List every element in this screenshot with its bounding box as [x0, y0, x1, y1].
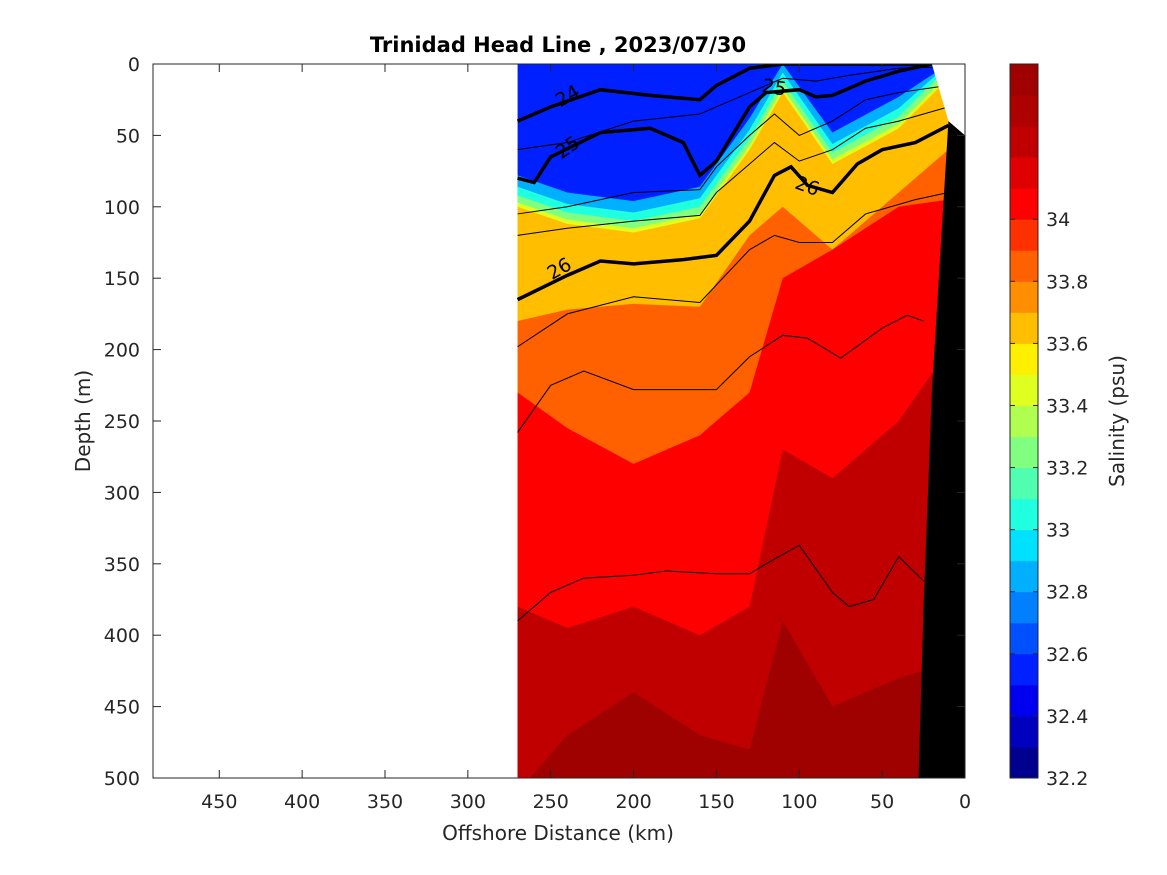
density-contour-thin: [517, 106, 949, 236]
colorbar-swatch: [1010, 467, 1038, 500]
density-contour-thin: [517, 544, 924, 622]
colorbar-swatch: [1010, 684, 1038, 717]
colorbar-swatch: [1010, 281, 1038, 313]
colorbar-swatch: [1010, 374, 1038, 406]
y-tick-label: 50: [116, 125, 140, 147]
colorbar-tick-label: 33.6: [1046, 333, 1088, 355]
coast-gap: [931, 64, 965, 136]
contour-label-25: 25: [760, 75, 788, 101]
colorbar-swatch: [1010, 64, 1038, 96]
x-tick-label: 350: [367, 791, 403, 813]
colorbar-swatch: [1010, 746, 1038, 779]
chart-title: Trinidad Head Line , 2023/07/30: [370, 33, 746, 57]
density-contour-24: [516, 64, 932, 123]
x-axis-label: Offshore Distance (km): [442, 821, 674, 845]
colorbar-tick-label: 32.2: [1046, 768, 1088, 790]
colorbar-swatch: [1010, 312, 1038, 344]
colorbar-swatch: [1010, 157, 1038, 189]
colorbar-label: Salinity (psu): [1105, 355, 1129, 487]
y-axis-ticks: 0 50 100 150 200 250 300 350 400 450 500: [104, 54, 965, 790]
colorbar-swatch: [1010, 622, 1038, 655]
colorbar-tick-label: 33.8: [1046, 271, 1088, 293]
colorbar-tick-label: 32.6: [1046, 644, 1088, 666]
colorbar-tick-label: 32.4: [1046, 706, 1088, 728]
x-tick-label: 50: [870, 791, 894, 813]
y-tick-label: 0: [128, 54, 140, 76]
colorbar-swatch: [1010, 343, 1038, 375]
colorbar-swatch: [1010, 436, 1038, 469]
y-tick-label: 200: [104, 340, 140, 362]
x-tick-label: 200: [615, 791, 651, 813]
x-tick-label: 400: [284, 791, 320, 813]
colorbar-tick-label: 33.4: [1046, 395, 1088, 417]
colorbar-swatch: [1010, 250, 1038, 282]
colorbar-swatch: [1010, 560, 1038, 593]
density-thin-contours: [517, 66, 949, 622]
x-tick-label: 250: [533, 791, 569, 813]
salinity-band-34.1: [517, 349, 965, 778]
colorbar-swatch: [1010, 653, 1038, 686]
colorbar-swatch: [1010, 219, 1038, 251]
salinity-band-34.2: [517, 620, 965, 778]
y-tick-label: 500: [104, 768, 140, 790]
colorbar: 32.2 32.4 32.6 32.8 33 33.2 33.4 33.6 33.8 34: [1009, 63, 1088, 790]
colorbar-swatch: [1010, 591, 1038, 624]
density-contour-thin: [517, 84, 949, 215]
density-contour-26: [516, 123, 950, 302]
seafloor-mask: [918, 64, 965, 778]
colorbar-swatches: [1010, 64, 1038, 779]
colorbar-swatch: [1010, 405, 1038, 438]
y-tick-label: 150: [104, 268, 140, 290]
colorbar-swatch: [1010, 126, 1038, 158]
colorbar-swatch: [1010, 95, 1038, 127]
x-axis-ticks: 450 400 350 300 250 200 150 100 50 0: [201, 64, 971, 813]
colorbar-frame: [1009, 63, 1039, 779]
y-tick-label: 300: [104, 482, 140, 504]
y-axis-label: Depth (m): [71, 370, 95, 472]
y-tick-label: 400: [104, 625, 140, 647]
x-tick-label: 300: [450, 791, 486, 813]
salinity-band-deepest: [633, 735, 700, 778]
colorbar-tick-label: 32.8: [1046, 582, 1088, 604]
density-contour-25: [517, 64, 933, 185]
density-contour-thin: [517, 192, 949, 348]
y-tick-label: 450: [104, 697, 140, 719]
y-tick-label: 350: [104, 554, 140, 576]
colorbar-swatch: [1010, 715, 1038, 748]
x-tick-label: 0: [959, 791, 971, 813]
colorbar-tick-label: 34: [1046, 209, 1070, 231]
x-tick-label: 450: [201, 791, 237, 813]
y-tick-label: 250: [104, 411, 140, 433]
colorbar-tick-label: 33: [1046, 520, 1070, 542]
x-tick-label: 100: [781, 791, 817, 813]
colorbar-tick-label: 33.2: [1046, 458, 1088, 480]
colorbar-swatch: [1010, 529, 1038, 562]
density-contour-thin: [517, 66, 949, 151]
salinity-fill-layer: [517, 64, 965, 778]
density-contour-thin: [517, 314, 924, 433]
colorbar-swatch: [1010, 188, 1038, 220]
x-tick-label: 150: [698, 791, 734, 813]
colorbar-swatch: [1010, 498, 1038, 531]
colorbar-ticks: 32.2 32.4 32.6 32.8 33 33.2 33.4 33.6 33.8 34: [1010, 209, 1088, 790]
y-tick-label: 100: [104, 197, 140, 219]
seafloor: [918, 64, 965, 778]
